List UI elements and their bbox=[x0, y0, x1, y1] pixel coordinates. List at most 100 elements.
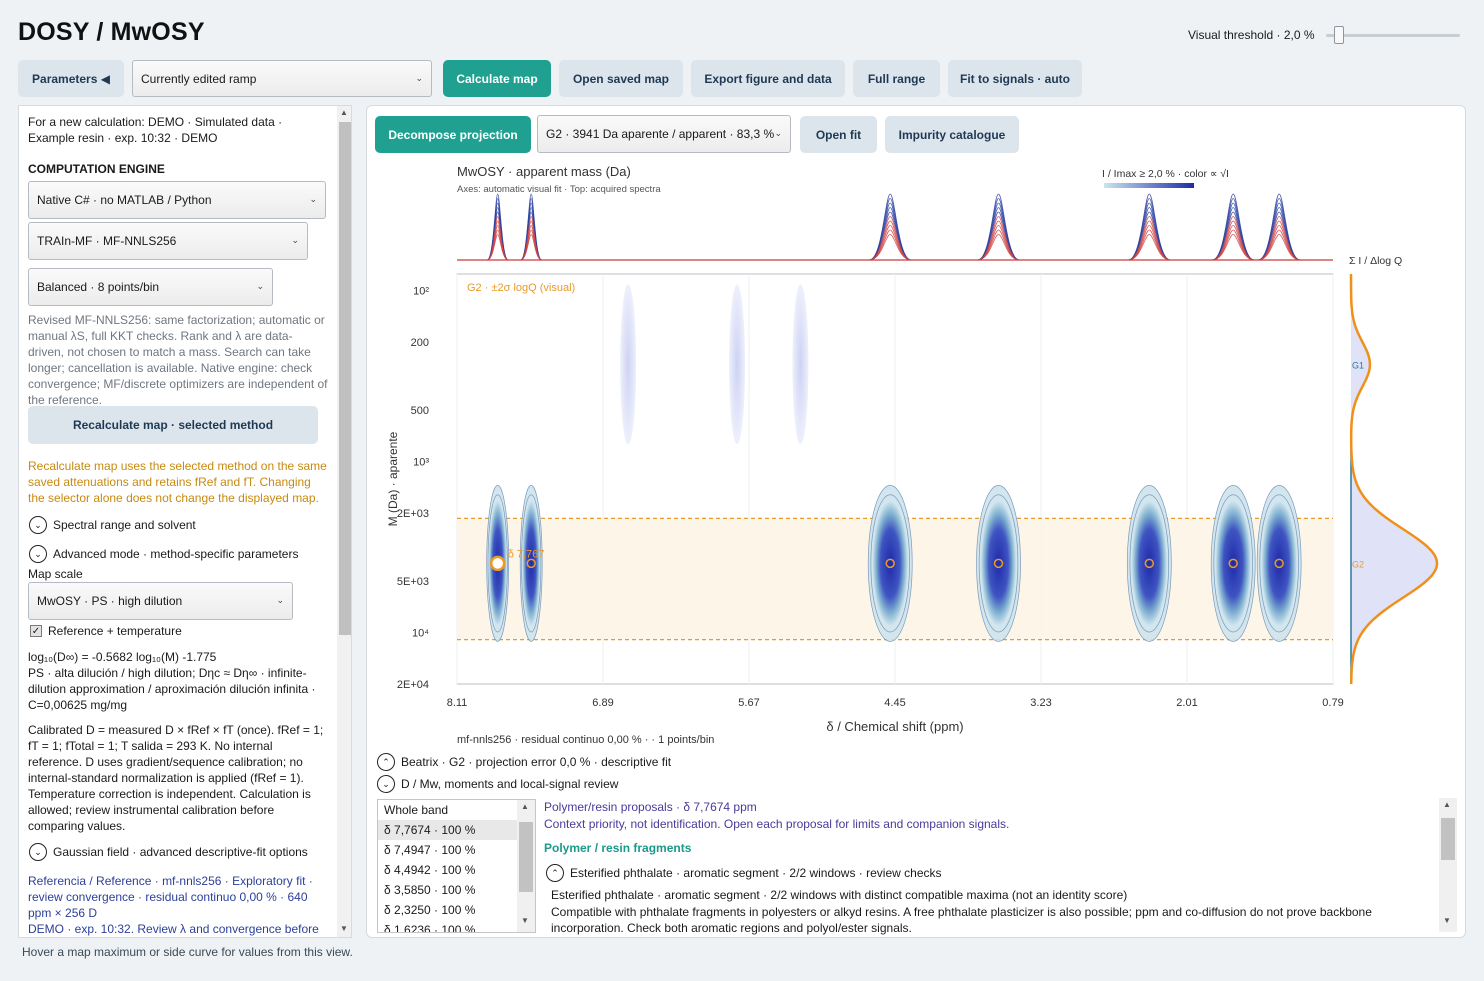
list-item[interactable]: δ 4,4942 · 100 % bbox=[384, 863, 476, 877]
decompose-projection-button[interactable]: Decompose projection bbox=[375, 116, 531, 153]
threshold-slider-thumb[interactable] bbox=[1334, 26, 1344, 44]
spectrum-trace bbox=[1128, 207, 1171, 261]
calibration-note: Calibrated D = measured D × fRef × fT (o… bbox=[28, 723, 324, 833]
fragments-heading: Polymer / resin fragments bbox=[544, 841, 692, 855]
spectrum-trace bbox=[1258, 216, 1301, 261]
section-beatrix-label: Beatrix · G2 · projection error 0,0 % · … bbox=[401, 755, 672, 769]
calculate-map-button[interactable]: Calculate map bbox=[443, 60, 551, 97]
left-scrollbar-thumb[interactable] bbox=[339, 122, 351, 635]
map-peak-weak bbox=[620, 284, 637, 445]
side-fill bbox=[1351, 274, 1437, 684]
mwosy-map-chart[interactable]: MwOSY · apparent mass (Da) Axes: automati… bbox=[367, 106, 1467, 746]
fragment-item-label: Esterified phthalate · aromatic segment … bbox=[570, 866, 942, 880]
section-moments-label: D / Mw, moments and local-signal review bbox=[401, 777, 619, 791]
spectrum-trace bbox=[1212, 211, 1255, 261]
section-beatrix[interactable]: ⌃ Beatrix · G2 · projection error 0,0 % … bbox=[377, 753, 671, 771]
spectrum-trace bbox=[1212, 225, 1255, 261]
open-saved-map-button[interactable]: Open saved map bbox=[559, 60, 683, 97]
side-curve-g2 bbox=[1349, 273, 1439, 685]
formula-note: PS · alta dilución / high dilution; Dηc … bbox=[28, 666, 316, 712]
band-list-scrollbar[interactable]: ▲ ▼ bbox=[517, 800, 535, 932]
list-item[interactable]: δ 1,6236 · 100 % bbox=[384, 923, 476, 933]
section-advanced-label: Advanced mode · method-specific paramete… bbox=[53, 547, 299, 561]
ramp-select[interactable]: Currently edited ramp ⌄ bbox=[132, 60, 432, 97]
spectrum-trace bbox=[520, 193, 542, 261]
engine-heading: COMPUTATION ENGINE bbox=[28, 162, 165, 176]
band-list-scrollbar-thumb[interactable] bbox=[519, 822, 533, 892]
map-peak bbox=[1215, 501, 1251, 626]
spectrum-trace bbox=[487, 234, 509, 261]
section-gaussian[interactable]: ⌄ Gaussian field · advanced descriptive-… bbox=[29, 843, 308, 861]
colorbar bbox=[1104, 183, 1194, 188]
x-tick-label: 4.45 bbox=[884, 697, 905, 709]
chevron-down-icon: ⌄ bbox=[774, 127, 782, 138]
x-tick-label: 5.67 bbox=[738, 697, 759, 709]
recalc-note: Recalculate map uses the selected method… bbox=[28, 459, 327, 505]
parameters-toggle-button[interactable]: Parameters ◀ bbox=[18, 60, 124, 97]
spectrum-trace bbox=[977, 198, 1020, 261]
full-range-button[interactable]: Full range bbox=[853, 60, 940, 97]
map-panel: Decompose projection G2 · 3941 Da aparen… bbox=[366, 105, 1466, 938]
checkmark-icon: ✓ bbox=[30, 625, 42, 637]
spectrum-trace bbox=[977, 193, 1020, 261]
chevron-down-icon: ▼ bbox=[521, 916, 529, 925]
list-item[interactable]: δ 3,5850 · 100 % bbox=[384, 883, 476, 897]
balance-select[interactable]: Balanced · 8 points/bin ⌄ bbox=[28, 268, 273, 306]
y-tick-label: 200 bbox=[411, 337, 429, 349]
section-advanced[interactable]: ⌄ Advanced mode · method-specific parame… bbox=[29, 545, 298, 563]
fragment-item[interactable]: ⌃ Esterified phthalate · aromatic segmen… bbox=[546, 864, 942, 882]
spectrum-trace bbox=[869, 198, 912, 261]
map-peak bbox=[1131, 501, 1167, 626]
chevron-up-icon: ▲ bbox=[1443, 800, 1451, 809]
side-label-g1: G1 bbox=[1352, 360, 1364, 370]
map-peak-contour bbox=[521, 494, 542, 633]
spectrum-trace bbox=[1212, 193, 1255, 261]
y-tick-label: 2E+03 bbox=[397, 508, 429, 520]
details-scrollbar[interactable]: ▲ ▼ bbox=[1439, 798, 1457, 932]
spectrum-trace bbox=[1128, 234, 1171, 261]
component-marker bbox=[1228, 558, 1238, 569]
spectrum-trace bbox=[1128, 216, 1171, 261]
threshold-slider-track[interactable] bbox=[1326, 34, 1460, 37]
component-marker bbox=[885, 558, 895, 569]
section-spectral[interactable]: ⌄ Spectral range and solvent bbox=[29, 516, 196, 534]
spectrum-trace bbox=[1258, 234, 1301, 261]
spectrum-trace bbox=[869, 193, 912, 261]
left-scrollbar[interactable]: ▲ ▼ bbox=[337, 106, 351, 937]
list-item[interactable]: δ 7,4947 · 100 % bbox=[384, 843, 476, 857]
spectrum-trace bbox=[1128, 225, 1171, 261]
method-select-value: TRAIn-MF · MF-NNLS256 bbox=[37, 234, 177, 248]
spectrum-trace bbox=[869, 229, 912, 261]
component-marker bbox=[993, 558, 1004, 569]
component-select[interactable]: G2 · 3941 Da aparente / apparent · 83,3 … bbox=[537, 115, 791, 153]
map-peak-weak bbox=[792, 284, 809, 445]
reference-checkbox[interactable]: ✓ Reference + temperature bbox=[30, 624, 182, 638]
map-scale-select[interactable]: MwOSY · PS · high dilution ⌄ bbox=[28, 582, 293, 620]
spectrum-trace bbox=[1258, 198, 1301, 261]
x-axis-label: δ / Chemical shift (ppm) bbox=[826, 719, 963, 734]
spectrum-trace bbox=[1212, 216, 1255, 261]
spectrum-trace bbox=[1258, 229, 1301, 261]
list-item[interactable]: δ 7,7674 · 100 % bbox=[378, 820, 535, 840]
fragment-detail-2: Compatible with phthalate fragments in p… bbox=[551, 905, 1372, 935]
spectrum-trace bbox=[1258, 220, 1301, 261]
recalculate-map-button[interactable]: Recalculate map · selected method bbox=[28, 406, 318, 444]
list-item[interactable]: Whole band bbox=[384, 803, 449, 817]
hover-hint: Hover a map maximum or side curve for va… bbox=[22, 945, 353, 959]
open-fit-button[interactable]: Open fit bbox=[800, 116, 877, 153]
impurity-catalogue-button[interactable]: Impurity catalogue bbox=[885, 116, 1019, 153]
proposals-title: Polymer/resin proposals · δ 7,7674 ppm bbox=[544, 800, 757, 814]
y-tick-label: 10³ bbox=[413, 457, 429, 469]
list-item[interactable]: δ 2,3250 · 100 % bbox=[384, 903, 476, 917]
spectrum-trace bbox=[1128, 220, 1171, 261]
section-moments[interactable]: ⌄ D / Mw, moments and local-signal revie… bbox=[377, 775, 618, 793]
spectrum-trace bbox=[520, 234, 542, 261]
band-list[interactable]: Whole band δ 7,7674 · 100 % δ 7,4947 · 1… bbox=[377, 799, 536, 933]
export-figure-button[interactable]: Export figure and data bbox=[691, 60, 845, 97]
side-projection-label: Σ I / Δlog Q bbox=[1349, 255, 1402, 267]
details-scrollbar-thumb[interactable] bbox=[1441, 818, 1455, 860]
balance-select-value: Balanced · 8 points/bin bbox=[37, 280, 160, 294]
method-select[interactable]: TRAIn-MF · MF-NNLS256 ⌄ bbox=[28, 222, 308, 260]
fit-to-signals-button[interactable]: Fit to signals · auto bbox=[948, 60, 1082, 97]
engine-select[interactable]: Native C# · no MATLAB / Python ⌄ bbox=[28, 181, 326, 219]
